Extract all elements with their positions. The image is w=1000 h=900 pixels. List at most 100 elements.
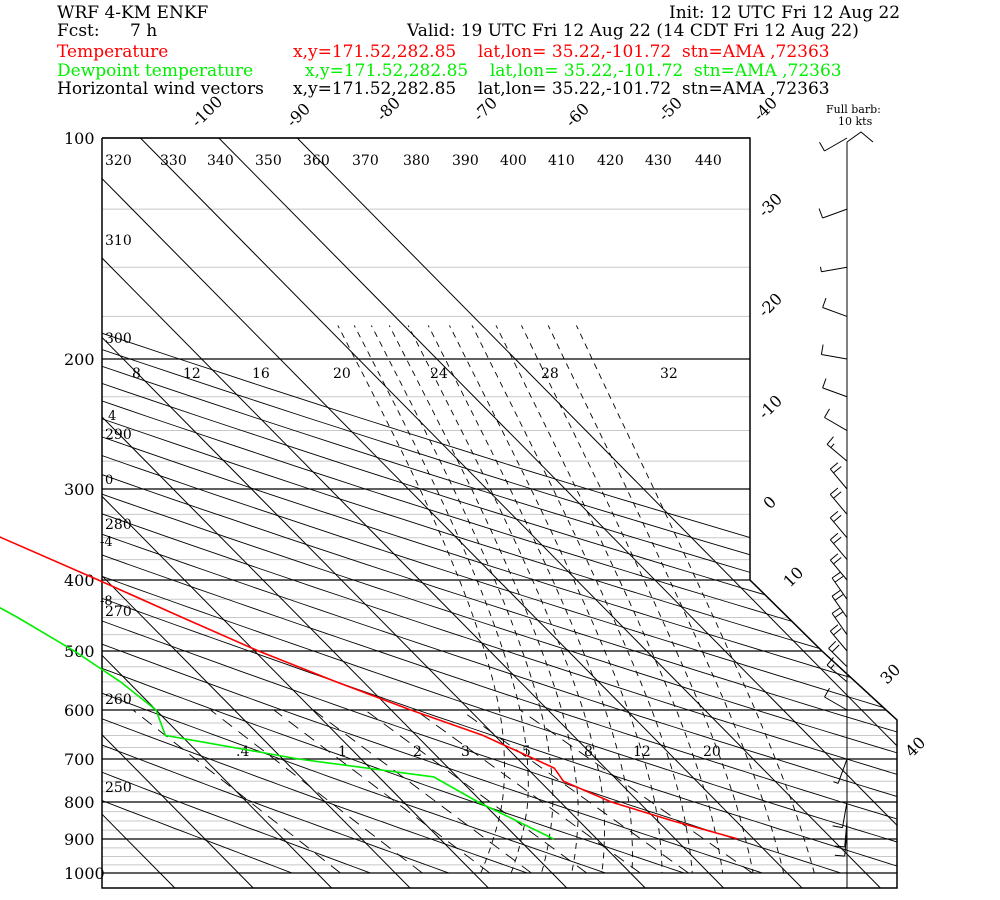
theta-label: 270 <box>105 604 132 620</box>
wind-barb <box>829 494 848 515</box>
legend-wind-info: x,y=171.52,282.85 lat,lon= 35.22,-101.72… <box>293 79 830 99</box>
wind-barb-flag <box>833 466 842 474</box>
wind-barb <box>822 387 848 398</box>
moist-adiabat <box>520 325 754 874</box>
wind-barb-flag <box>829 462 839 470</box>
isotherm-line <box>140 138 881 888</box>
theta-label: 290 <box>105 427 132 443</box>
wind-barb <box>829 517 848 539</box>
dry-adiabat <box>102 138 637 874</box>
isotherm-label: -10 <box>754 391 786 423</box>
wind-barb-flag <box>834 594 844 601</box>
forecast-hour: 7 h <box>130 21 158 41</box>
mixing-ratio-label: 3 <box>461 744 470 760</box>
side-label: -8 <box>100 594 113 609</box>
isotherm-label: -90 <box>282 99 314 131</box>
pressure-label-800: 800 <box>64 793 95 812</box>
pressure-label-400: 400 <box>64 571 95 590</box>
isotherm-line <box>102 138 568 888</box>
wind-barb <box>831 595 848 618</box>
wind-barb-flag <box>832 825 843 829</box>
wind-barb-half <box>820 266 822 272</box>
dry-adiabat <box>102 138 897 874</box>
theta-label: 320 <box>105 153 132 169</box>
theta-label: 380 <box>403 153 430 169</box>
mixing-ratio-line <box>364 709 587 874</box>
legend-temperature-info: x,y=171.52,282.85 lat,lon= 35.22,-101.72… <box>293 42 830 62</box>
mixing-ratio-label: 20 <box>703 744 721 760</box>
moist-adiabat <box>337 325 505 874</box>
wind-barb <box>824 417 848 431</box>
wind-barb-flag <box>831 607 841 614</box>
wind-barb <box>831 613 848 635</box>
moist-adiabat <box>547 325 785 874</box>
wind-barb <box>826 664 848 683</box>
wind-barb-flag <box>820 344 824 355</box>
theta-label: 390 <box>452 153 479 169</box>
wind-barb <box>844 830 848 857</box>
isotherm-label: -20 <box>754 289 786 321</box>
theta-label: 420 <box>597 153 624 169</box>
wind-barb <box>828 648 848 668</box>
isotherm-line <box>102 138 489 888</box>
isotherm-line <box>102 138 254 888</box>
theta-label: 360 <box>303 153 330 169</box>
wind-barb <box>822 307 848 317</box>
diagram-interior <box>0 138 897 888</box>
dewpoint-profile <box>0 606 555 840</box>
wind-barb-half <box>833 781 839 784</box>
model-title: WRF 4-KM ENKF <box>57 3 209 23</box>
dry-adiabat <box>102 138 478 874</box>
moist-adiabat <box>575 325 815 874</box>
isotherm-line <box>102 138 176 888</box>
pressure-label-500: 500 <box>64 642 95 661</box>
wind-barb <box>826 444 848 462</box>
dry-adiabat <box>102 138 558 874</box>
isotherm-line <box>218 138 897 888</box>
dry-adiabat <box>102 138 897 874</box>
wind-barb <box>837 758 848 784</box>
init-time: Init: 12 UTC Fri 12 Aug 22 <box>669 3 901 23</box>
theta-label: 260 <box>105 692 132 708</box>
theta-label: 430 <box>645 153 672 169</box>
theta-label: 280 <box>105 517 132 533</box>
theta-label: 370 <box>352 153 379 169</box>
pressure-label-100: 100 <box>64 129 95 148</box>
wind-barb-flag <box>828 640 837 649</box>
wind-barb-flag <box>833 628 842 636</box>
temperature-profile <box>0 536 739 840</box>
wind-barb-flag <box>829 511 839 519</box>
mixing-ratio-line <box>312 709 532 874</box>
wind-barb <box>842 801 848 828</box>
barb-legend-line1: Full barb: <box>826 103 881 116</box>
moist-adiabat <box>427 325 633 874</box>
wind-barb <box>829 468 848 490</box>
dry-adiabat <box>102 138 897 874</box>
dry-adiabat <box>102 138 897 874</box>
mixing-ratio-line <box>273 709 490 874</box>
isotherm-label: 0 <box>759 492 780 513</box>
dry-adiabat <box>102 138 897 874</box>
moist-adiabat-label: 8 <box>132 366 141 382</box>
wind-barb <box>821 266 848 273</box>
moist-adiabat-label: 20 <box>333 366 351 382</box>
forecast-label: Fcst: <box>57 21 100 41</box>
isotherm-line <box>102 138 332 888</box>
diagram-frame <box>101 137 898 889</box>
mixing-ratio-line <box>519 709 753 874</box>
dry-adiabat <box>102 138 897 874</box>
wind-barb-flag <box>829 553 839 561</box>
wind-barb-flag <box>833 557 842 565</box>
wind-barb-flag <box>831 589 841 597</box>
isotherm-line <box>102 138 724 888</box>
barb-legend-line2: 10 kts <box>838 115 873 128</box>
barb-legend-sample <box>846 131 874 143</box>
legend-wind-name: Horizontal wind vectors <box>57 79 264 99</box>
wind-barb <box>829 539 848 560</box>
pressure-label-1000: 1000 <box>64 864 105 883</box>
moist-adiabat <box>495 325 724 874</box>
wind-barb <box>824 696 848 711</box>
isotherm-line <box>0 138 18 888</box>
dry-adiabat <box>102 138 897 874</box>
theta-label: 330 <box>160 153 187 169</box>
